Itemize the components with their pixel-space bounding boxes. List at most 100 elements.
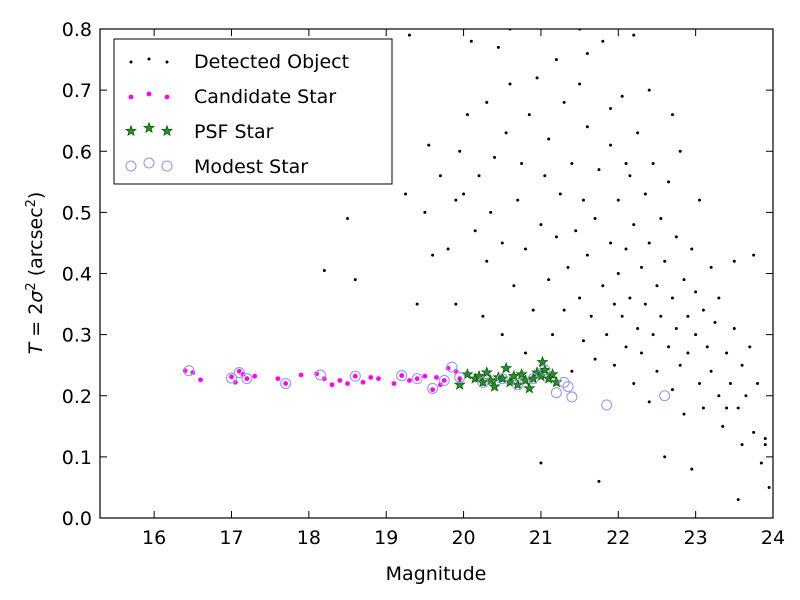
detected-object-point: [740, 363, 744, 367]
psf-star-point: [550, 375, 563, 388]
candidate-star-point: [352, 372, 359, 380]
legend-marker-detected: [165, 60, 169, 64]
legend-marker-modest: [125, 160, 137, 172]
psf-star-point: [453, 378, 466, 390]
y-axis-label: T = 2σ2 (arcsec2): [24, 192, 48, 355]
candidate-star-point: [232, 379, 239, 386]
detected-object-point: [504, 131, 508, 135]
candidate-star-point: [398, 372, 405, 379]
detected-object-point: [682, 278, 686, 282]
detected-object-point: [322, 268, 326, 272]
detected-object-point: [636, 327, 640, 331]
detected-object-point: [609, 143, 613, 147]
modest-star-point: [241, 373, 253, 385]
detected-object-point: [547, 137, 551, 141]
detected-object-point: [473, 229, 477, 233]
detected-object-point: [539, 223, 543, 227]
candidate-star-point: [181, 367, 189, 374]
modest-star-point: [314, 369, 327, 381]
detected-object-point: [632, 382, 636, 386]
legend-marker-candidate: [127, 93, 135, 101]
detected-object-point: [678, 149, 682, 153]
y-axis-label-sup: 2: [24, 282, 39, 290]
psf-star-point: [461, 368, 474, 380]
detected-object-point: [748, 345, 752, 349]
modest-star-point: [349, 370, 361, 382]
ticks-layer: [100, 28, 774, 519]
x-tick-labels: 16 17 18 19 20 21 22 23 24: [142, 527, 785, 549]
y-tick-label: 0.4: [62, 264, 92, 286]
y-tick-label: 0.5: [62, 202, 92, 224]
detected-object-point: [721, 424, 725, 428]
detected-object-point: [446, 247, 450, 251]
psf-star-point: [519, 374, 532, 386]
y-tick-labels: 0.0 0.1 0.2 0.3 0.4 0.5 0.6 0.7 0.8: [62, 19, 92, 530]
modest-star-point: [454, 371, 466, 383]
detected-object-point: [694, 333, 698, 337]
detected-object-point: [763, 443, 767, 447]
candidate-star-point: [243, 375, 251, 382]
modest-star-point: [558, 376, 570, 388]
detected-object-point: [554, 58, 558, 62]
detected-object-point: [678, 363, 682, 367]
modest-star-point: [438, 374, 450, 387]
psf-star-point: [536, 355, 549, 368]
detected-object-point: [709, 265, 713, 269]
detected-object-point: [415, 302, 419, 306]
detected-object-point: [496, 45, 500, 49]
detected-object-point: [469, 39, 473, 43]
candidate-star-point: [197, 376, 204, 384]
psf-star-point: [496, 372, 509, 384]
detected-object-point: [732, 327, 736, 331]
detected-object-point: [605, 333, 609, 337]
candidate-star-point: [251, 372, 258, 380]
detected-object-point: [581, 339, 585, 343]
detected-object-point: [593, 357, 597, 361]
detected-object-point: [736, 406, 740, 410]
detected-object-point: [558, 192, 562, 196]
detected-object-point: [477, 174, 481, 178]
detected-object-point: [616, 198, 620, 202]
detected-object-point: [752, 430, 756, 434]
y-tick-label: 0.6: [62, 141, 92, 163]
legend-label-psf: PSF Star: [194, 121, 274, 143]
psf-star-point: [488, 380, 501, 392]
modest-star-point: [496, 373, 508, 385]
detected-object-point: [647, 400, 651, 404]
x-tick-label: 19: [374, 527, 398, 549]
candidate-star-point: [328, 381, 336, 388]
y-axis-label-sigma: σ: [25, 290, 47, 303]
candidate-star-point: [274, 375, 282, 382]
detected-object-point: [636, 131, 640, 135]
detected-object-point: [725, 351, 729, 355]
detected-object-point: [752, 253, 756, 257]
detected-object-point: [717, 394, 721, 398]
detected-object-point: [674, 327, 678, 331]
detected-object-point: [667, 180, 671, 184]
detected-object-point: [709, 369, 713, 373]
candidate-star-point: [367, 374, 374, 381]
detected-object-point: [554, 235, 558, 239]
detected-object-point: [701, 406, 705, 410]
detected-object-point: [454, 302, 458, 306]
detected-object-point: [578, 296, 582, 300]
detected-object-point: [624, 247, 628, 251]
detected-object-point: [647, 88, 651, 92]
detected-object-point: [585, 253, 589, 257]
modest-star-point: [233, 366, 245, 379]
detected-object-point: [670, 296, 674, 300]
detected-object-point: [574, 229, 578, 233]
detected-object-point: [353, 278, 357, 282]
candidate-star-point: [228, 373, 235, 381]
detected-object-point: [597, 168, 601, 172]
y-tick-label: 0.2: [62, 386, 92, 408]
psf-star-point: [476, 375, 489, 388]
detected-object-point: [527, 113, 531, 117]
y-tick-label: 0.8: [62, 19, 92, 41]
detected-object-point: [612, 363, 616, 367]
detected-object-point: [690, 467, 694, 471]
detected-object-point: [620, 94, 624, 98]
psf-star-point: [527, 372, 540, 384]
detected-object-point: [531, 308, 535, 312]
